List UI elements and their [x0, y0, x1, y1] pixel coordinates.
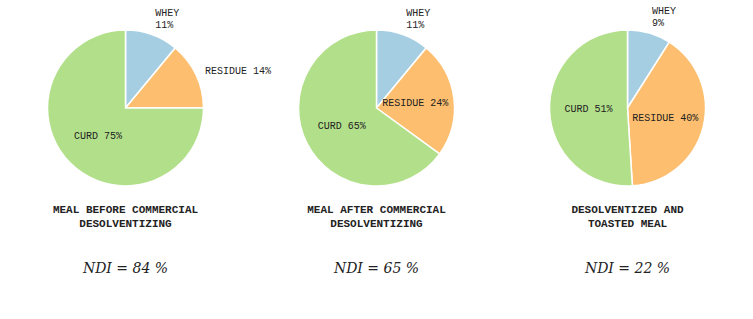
pie-slice	[628, 42, 706, 186]
data-label: RESIDUE 40%	[632, 112, 698, 123]
data-label: WHEY11%	[406, 8, 430, 31]
data-label: WHEY9%	[652, 6, 676, 29]
data-label-line: WHEY	[652, 6, 676, 17]
pie-panel: WHEY11% RESIDUE 14% CURD 75% MEAL BEFORE CO…	[48, 8, 272, 276]
chart-subtitle-line: NDI = 84 %	[82, 260, 168, 276]
data-label-line: 11%	[406, 20, 424, 31]
data-label-line: 11%	[155, 20, 173, 31]
chart-subtitle: NDI = 65 %	[333, 260, 419, 276]
pie-panel: WHEY11% RESIDUE 24% CURD 65% MEAL AFTER COM…	[299, 8, 455, 276]
data-label-line: 9%	[652, 18, 664, 29]
chart-title-line: TOASTED MEAL	[588, 218, 668, 230]
pie-slice	[299, 30, 440, 186]
data-label: CURD 65%	[318, 120, 366, 131]
data-label-line: WHEY	[155, 8, 179, 19]
data-label: RESIDUE 24%	[382, 98, 448, 109]
chart-title-line: MEAL BEFORE COMMERCIAL	[53, 204, 199, 216]
chart-subtitle-line: NDI = 65 %	[333, 260, 419, 276]
chart-title-line: DESOLVENTIZING	[79, 218, 172, 230]
data-label: RESIDUE 14%	[205, 65, 271, 76]
pie-slice	[549, 30, 632, 186]
data-label: WHEY11%	[155, 8, 179, 31]
chart-title-line: DESOLVENTIZING	[330, 218, 423, 230]
data-label-line: CURD 51%	[565, 104, 613, 115]
data-label-line: RESIDUE 40%	[632, 112, 698, 123]
data-label-line: RESIDUE 24%	[382, 98, 448, 109]
chart-title-line: DESOLVENTIZED AND	[571, 204, 684, 216]
chart-title-line: MEAL AFTER COMMERCIAL	[307, 204, 446, 216]
chart-canvas: WHEY11%RESIDUE 14%CURD 75%MEAL BEFORE CO…	[0, 0, 753, 319]
pie-slice	[126, 48, 204, 108]
chart-title: MEAL AFTER COMMERCIAL DESOLVENTIZING	[307, 204, 446, 230]
chart-title: DESOLVENTIZED AND TOASTED MEAL	[571, 204, 684, 230]
chart-subtitle: NDI = 84 %	[82, 260, 168, 276]
data-label: CURD 75%	[74, 130, 122, 141]
data-label-line: RESIDUE 14%	[205, 65, 271, 76]
chart-subtitle-line: NDI = 22 %	[584, 260, 670, 276]
data-label: CURD 51%	[565, 104, 613, 115]
chart-subtitle: NDI = 22 %	[584, 260, 670, 276]
data-label-line: CURD 65%	[318, 120, 366, 131]
chart-title: MEAL BEFORE COMMERCIAL DESOLVENTIZING	[53, 204, 199, 230]
data-label-line: CURD 75%	[74, 130, 122, 141]
pie-slice	[48, 30, 204, 186]
pie-panel: WHEY9% RESIDUE 40% CURD 51% DESOLVENTIZED A…	[549, 6, 705, 276]
data-label-line: WHEY	[406, 8, 430, 19]
